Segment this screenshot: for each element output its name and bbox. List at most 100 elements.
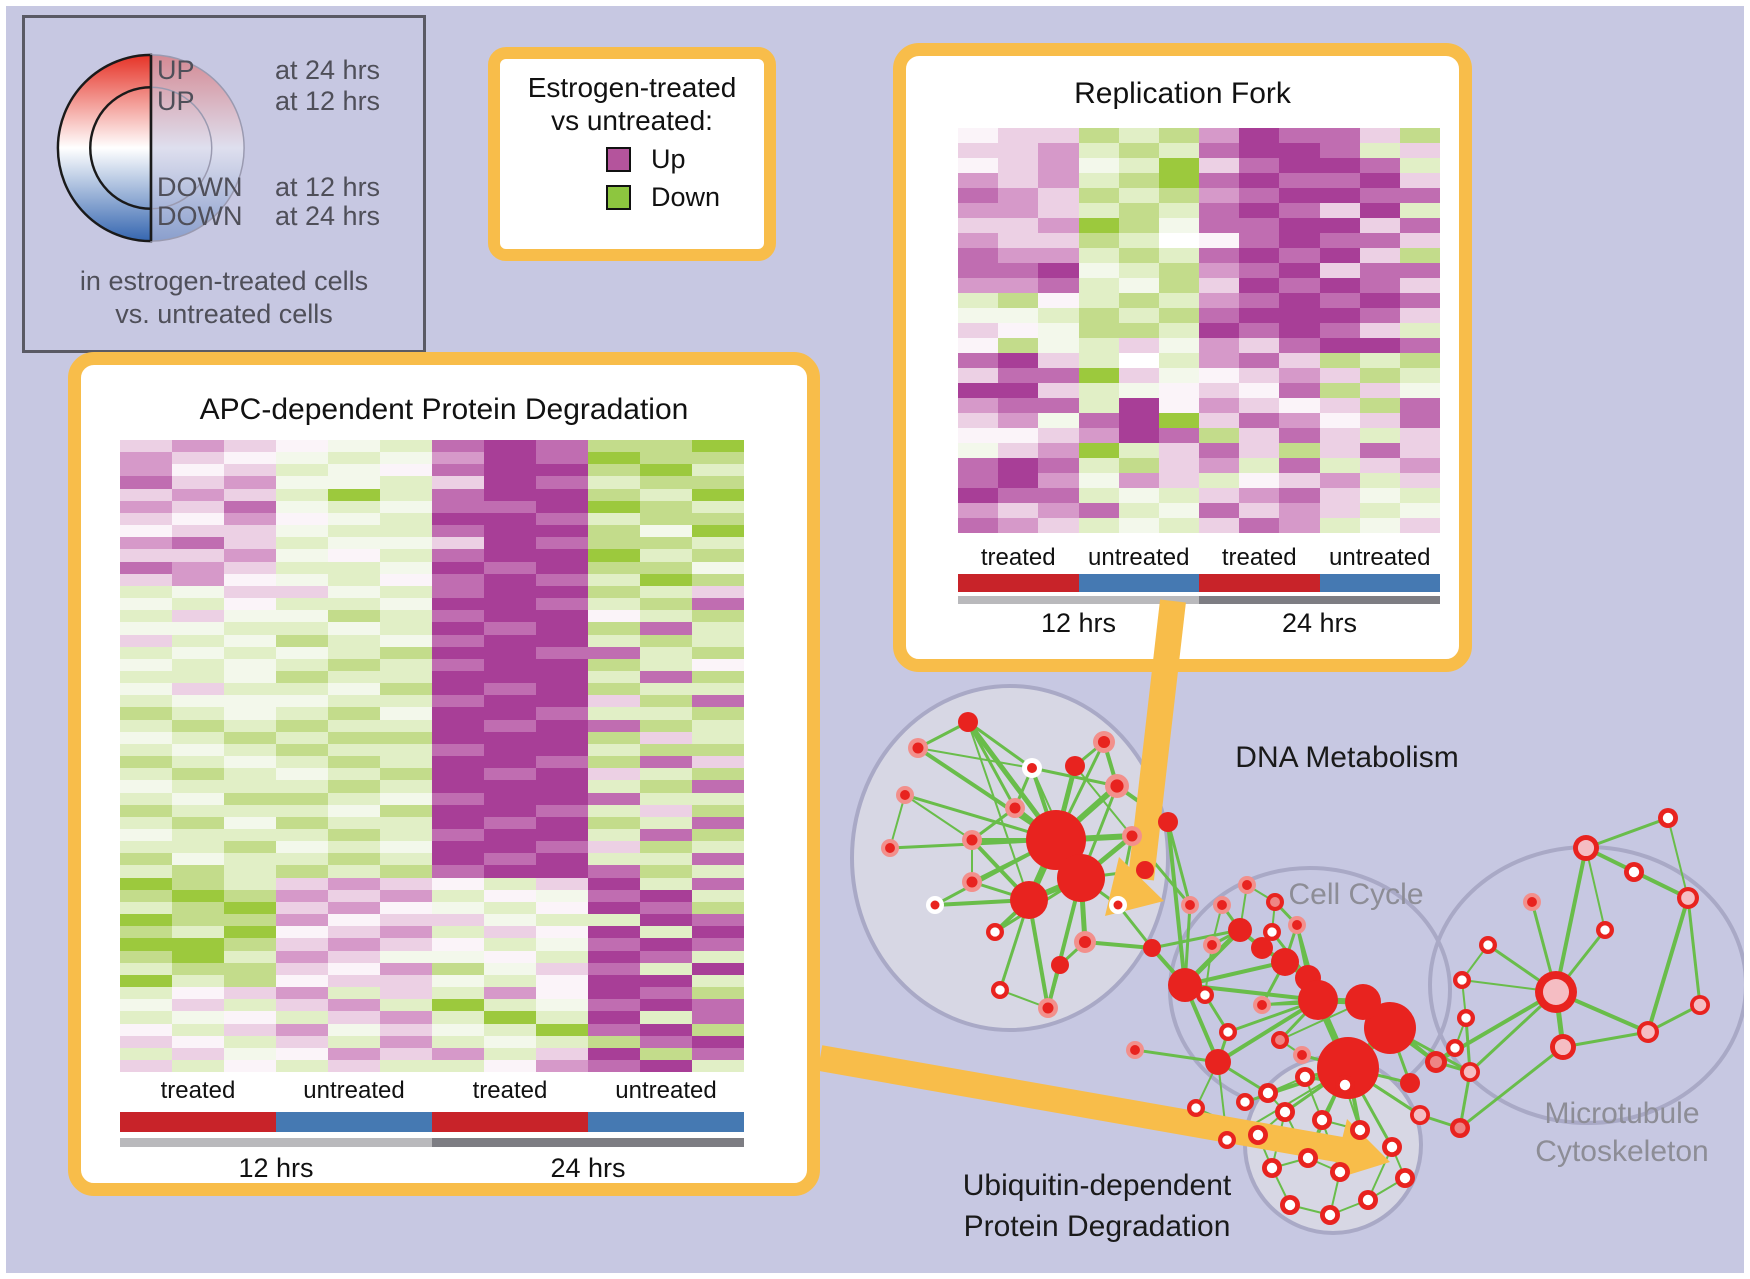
heatmap-cell	[692, 719, 744, 732]
heatmap-cell	[432, 488, 484, 501]
heatmap-cell	[692, 707, 744, 720]
heatmap-cell	[640, 622, 692, 635]
updown-gradient-rings-icon	[56, 53, 245, 243]
heatmap-row	[120, 695, 744, 708]
heatmap-cell	[1038, 293, 1079, 308]
network-node-core	[1354, 1124, 1366, 1136]
heatmap-cell	[328, 707, 380, 720]
heatmap-cell	[536, 512, 588, 526]
heatmap-cell	[1118, 173, 1159, 188]
heatmap-cell	[640, 804, 692, 817]
heatmap-cell	[172, 561, 224, 574]
heatmap-cell	[172, 634, 224, 647]
heatmap-cell	[380, 452, 432, 465]
heatmap-cell	[958, 218, 999, 233]
heatmap-cell	[1359, 383, 1400, 398]
heatmap-cell	[432, 622, 484, 635]
heatmap-cell	[998, 188, 1039, 203]
heatmap-cell	[1078, 263, 1119, 278]
heatmap-cell	[172, 1023, 224, 1036]
heatmap-cell	[588, 464, 640, 477]
group-colorbar-segment	[1199, 574, 1320, 592]
heatmap-cell	[1078, 473, 1119, 488]
heatmap-cell	[276, 1035, 328, 1048]
heatmap-cell	[1359, 188, 1400, 203]
heatmap-cell	[120, 610, 172, 623]
heatmap-cell	[120, 670, 172, 684]
down-12-dir: DOWN	[157, 172, 243, 202]
heatmap-cell	[640, 549, 692, 562]
heatmap-cell	[1319, 173, 1360, 188]
heatmap-cell	[120, 743, 172, 757]
heatmap-cell	[536, 500, 588, 513]
heatmap-cell	[380, 780, 432, 793]
heatmap-cell	[224, 707, 276, 720]
heatmap-cell	[1118, 158, 1159, 173]
heatmap-cell	[432, 561, 484, 574]
heatmap-cell	[432, 743, 484, 757]
heatmap-cell	[1399, 338, 1441, 353]
network-node-core	[930, 900, 940, 910]
heatmap-cell	[172, 622, 224, 635]
heatmap-cell	[484, 585, 536, 599]
heatmap-cell	[692, 610, 744, 623]
network-node	[1251, 937, 1273, 959]
heatmap-cell	[224, 634, 276, 647]
up-label: Up	[651, 144, 686, 174]
heatmap-cell	[328, 670, 380, 684]
heatmap-cell	[120, 634, 172, 647]
heatmap-cell	[1118, 398, 1159, 413]
network-node-core	[1681, 891, 1695, 905]
heatmap-cell	[120, 829, 172, 842]
heatmap-cell	[224, 525, 276, 538]
heatmap-cell	[380, 488, 432, 501]
heatmap-cell	[692, 500, 744, 513]
heatmap-cell	[1038, 428, 1079, 443]
heatmap-cell	[328, 768, 380, 781]
heatmap-cell	[1158, 203, 1200, 218]
heatmap-cell	[1158, 488, 1200, 503]
heatmap-cell	[1158, 323, 1200, 338]
apc-treatment-colorbar	[120, 1112, 744, 1132]
down-color-swatch	[606, 185, 631, 210]
heatmap-cell	[1078, 143, 1119, 158]
heatmap-cell	[958, 413, 999, 428]
heatmap-cell	[1038, 398, 1079, 413]
network-edge	[1686, 897, 1702, 1006]
heatmap-cell	[276, 877, 328, 890]
heatmap-cell	[1239, 443, 1280, 458]
heatmap-cell	[692, 938, 744, 951]
heatmap-cell	[692, 950, 744, 963]
heatmap-cell	[536, 950, 588, 963]
heatmap-cell	[640, 646, 692, 659]
heatmap-cell	[172, 476, 224, 489]
heatmap-row	[120, 525, 744, 538]
heatmap-cell	[1359, 143, 1400, 158]
heatmap-cell	[380, 512, 432, 526]
heatmap-cell	[692, 585, 744, 599]
heatmap-cell	[1359, 128, 1400, 143]
heatmap-cell	[328, 500, 380, 513]
heatmap-cell	[1359, 158, 1400, 173]
network-node-core	[1009, 802, 1021, 814]
heatmap-cell	[1239, 308, 1280, 323]
heatmap-row	[958, 338, 1441, 353]
heatmap-row	[120, 962, 744, 975]
heatmap-cell	[640, 816, 692, 829]
heatmap-cell	[1158, 218, 1200, 233]
heatmap-cell	[1158, 398, 1200, 413]
heatmap-cell	[588, 500, 640, 513]
heatmap-cell	[172, 707, 224, 720]
heatmap-cell	[328, 1047, 380, 1060]
heatmap-cell	[172, 658, 224, 671]
heatmap-cell	[588, 877, 640, 890]
heatmap-cell	[380, 573, 432, 586]
heatmap-cell	[432, 804, 484, 817]
heatmap-cell	[120, 525, 172, 538]
flow-arrow-shaft	[1128, 599, 1186, 881]
heatmap-row	[958, 458, 1441, 473]
heatmap-cell	[172, 768, 224, 781]
heatmap-cell	[1118, 518, 1159, 533]
heatmap-row	[120, 999, 744, 1012]
heatmap-row	[120, 853, 744, 866]
